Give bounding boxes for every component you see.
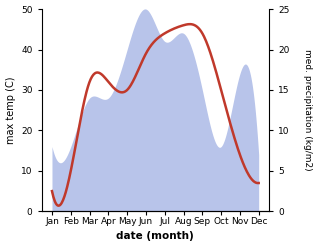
Y-axis label: max temp (C): max temp (C) [5, 76, 16, 144]
Y-axis label: med. precipitation (kg/m2): med. precipitation (kg/m2) [303, 49, 313, 171]
X-axis label: date (month): date (month) [116, 231, 194, 242]
